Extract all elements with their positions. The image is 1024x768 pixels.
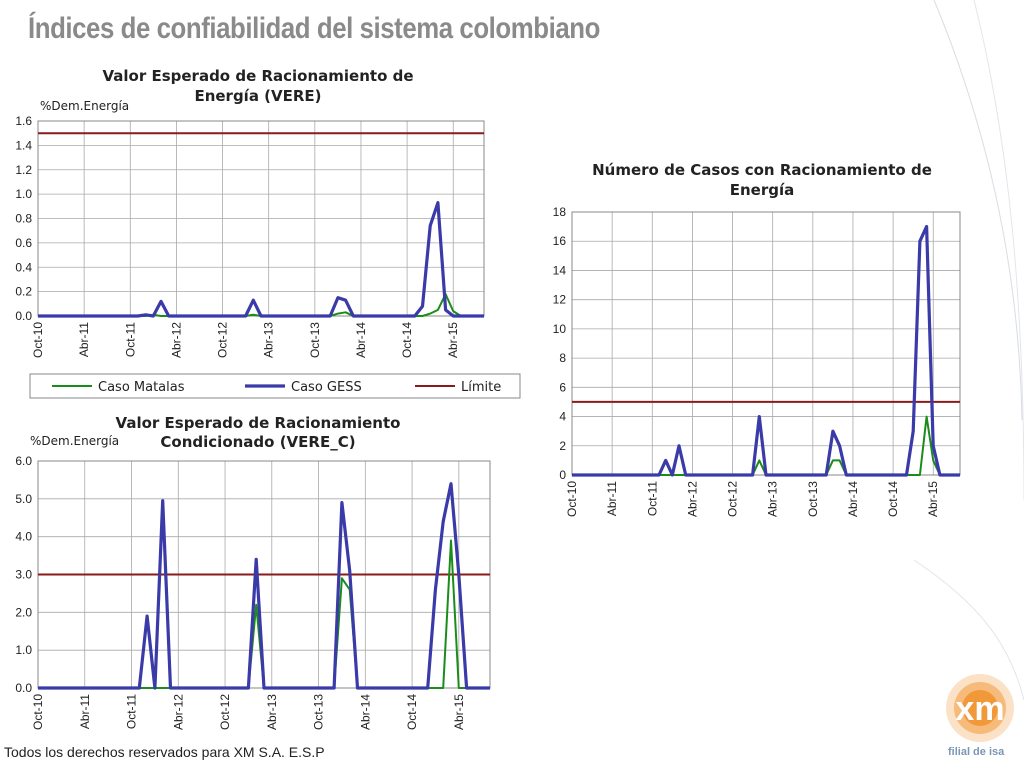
x-tick-label: Abr-11 (77, 322, 91, 357)
x-tick-label: Abr-15 (926, 481, 940, 517)
legend-entry: Caso Matalas (98, 380, 185, 395)
y-tick-label: 4.0 (15, 530, 32, 544)
chart-title: Valor Esperado de Racionamiento de Energí… (102, 67, 413, 105)
y-tick-label: 0.8 (15, 212, 32, 226)
y-tick-label: 10 (553, 322, 567, 336)
x-tick-label: Oct-14 (886, 481, 900, 517)
series-line-caso-matalas (38, 539, 490, 689)
y-tick-label: 1.0 (15, 187, 32, 201)
chart-title: Número de Casos con Racionamiento de Ener… (592, 161, 932, 199)
y-axis-label: %Dem.Energía (30, 434, 119, 448)
x-tick-label: Abr-11 (605, 481, 619, 516)
y-tick-label: 16 (553, 234, 567, 248)
y-tick-label: 0.2 (15, 285, 32, 299)
x-tick-label: Oct-14 (400, 322, 414, 358)
y-tick-label: 1.0 (15, 643, 32, 657)
x-tick-label: Abr-13 (265, 694, 279, 730)
x-tick-label: Oct-14 (405, 694, 419, 730)
series-line-caso-gess (38, 201, 484, 318)
y-tick-label: 2 (559, 439, 566, 453)
chart-3: Número de Casos con Racionamiento de Ener… (553, 161, 961, 517)
y-tick-label: 8 (559, 351, 566, 365)
logo-text: xm (955, 690, 1004, 728)
y-tick-label: 0.4 (15, 260, 32, 274)
x-tick-label: Abr-14 (358, 694, 372, 730)
x-tick-label: Oct-13 (806, 481, 820, 517)
y-tick-label: 6.0 (15, 454, 32, 468)
x-tick-label: Abr-14 (846, 481, 860, 517)
series-line-caso-gess (572, 225, 960, 477)
x-tick-label: Oct-11 (125, 694, 139, 729)
x-tick-label: Abr-12 (685, 481, 699, 517)
y-tick-label: 12 (553, 293, 567, 307)
x-tick-label: Oct-12 (216, 322, 230, 358)
y-axis-label: %Dem.Energía (40, 99, 129, 113)
y-tick-label: 1.4 (15, 138, 32, 152)
y-tick-label: 18 (553, 205, 567, 219)
y-tick-label: 0.6 (15, 236, 32, 250)
series-line-caso-gess (38, 482, 490, 690)
slide-title: Índices de confiabilidad del sistema col… (28, 12, 600, 45)
legend-entry: Límite (461, 380, 501, 395)
y-tick-label: 0 (559, 468, 566, 482)
series-line-caso-matalas (572, 415, 960, 476)
x-tick-label: Abr-13 (262, 322, 276, 358)
x-tick-label: Oct-11 (645, 481, 659, 516)
logo-subtext: filial de isa (948, 746, 1005, 758)
footer-copyright: Todos los derechos reservados para XM S.… (4, 744, 325, 760)
x-tick-label: Abr-11 (78, 694, 92, 729)
chart-2: Valor Esperado de Racionamiento Condicion… (15, 414, 491, 730)
x-tick-label: Oct-10 (31, 694, 45, 730)
x-tick-label: Abr-15 (452, 694, 466, 730)
x-tick-label: Abr-14 (354, 322, 368, 358)
xm-logo: xm (946, 674, 1014, 742)
x-tick-label: Oct-13 (308, 322, 322, 358)
y-tick-label: 6 (559, 380, 566, 394)
x-tick-label: Oct-12 (218, 694, 232, 730)
x-tick-label: Abr-15 (446, 322, 460, 358)
decorative-background-lines (914, 0, 1024, 701)
y-tick-label: 1.6 (15, 114, 32, 128)
y-tick-label: 0.0 (15, 681, 32, 695)
y-tick-label: 0.0 (15, 309, 32, 323)
y-tick-label: 4 (559, 410, 566, 424)
x-tick-label: Oct-13 (312, 694, 326, 730)
y-tick-label: 1.2 (15, 163, 32, 177)
series-line-caso-matalas (38, 293, 484, 317)
x-tick-label: Abr-12 (169, 322, 183, 358)
x-tick-label: Oct-11 (123, 322, 137, 357)
x-tick-label: Oct-12 (726, 481, 740, 517)
x-tick-label: Abr-13 (766, 481, 780, 517)
chart-1: Valor Esperado de Racionamiento de Energí… (15, 67, 521, 399)
x-tick-label: Oct-10 (565, 481, 579, 517)
y-tick-label: 5.0 (15, 492, 32, 506)
x-tick-label: Abr-12 (171, 694, 185, 730)
chart-title: Valor Esperado de Racionamiento Condicion… (116, 414, 401, 451)
y-tick-label: 14 (553, 263, 567, 277)
y-tick-label: 2.0 (15, 605, 32, 619)
legend-entry: Caso GESS (291, 380, 362, 395)
plot-frame (571, 211, 961, 476)
x-tick-label: Oct-10 (31, 322, 45, 358)
y-tick-label: 3.0 (15, 568, 32, 582)
